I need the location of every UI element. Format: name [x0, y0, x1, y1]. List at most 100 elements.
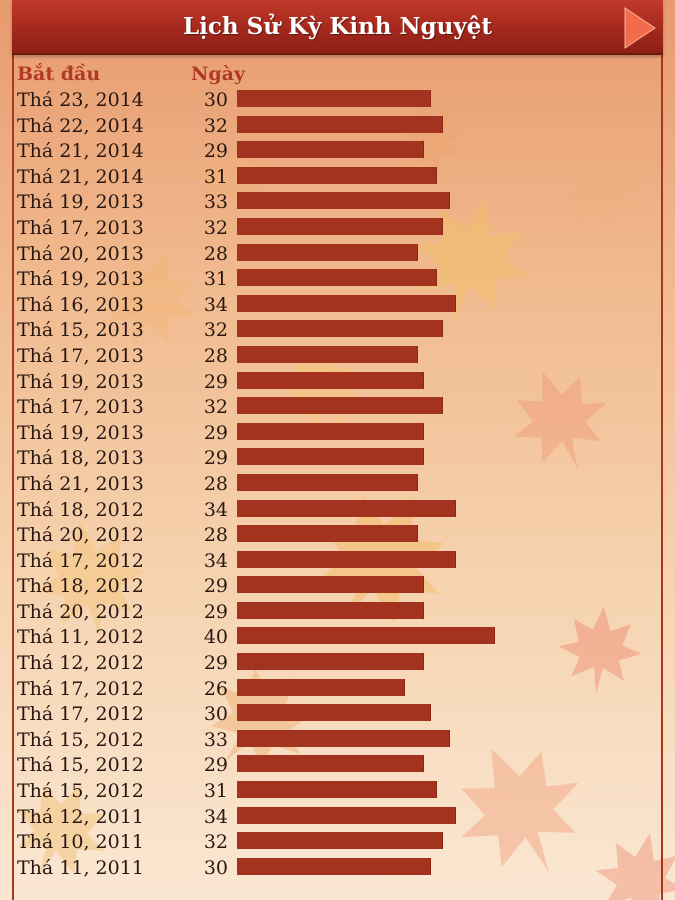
- cycle-days-value: 30: [203, 703, 228, 726]
- start-date-label: Thá 21, 2014: [17, 165, 144, 188]
- cycle-length-bar: [237, 141, 425, 159]
- cycle-length-bar: [237, 473, 418, 491]
- start-date-label: Thá 18, 2013: [17, 447, 144, 470]
- cycle-length-bar: [237, 627, 495, 645]
- cycle-days-value: 33: [203, 728, 228, 751]
- cycle-length-bar: [237, 704, 431, 722]
- column-header-days: Ngày: [191, 63, 246, 85]
- cycle-length-bar: [237, 269, 437, 287]
- table-row[interactable]: Thá 17, 2013 32: [0, 215, 675, 241]
- cycle-days-value: 34: [203, 549, 228, 572]
- table-row[interactable]: Thá 18, 2012 34: [0, 497, 675, 523]
- cycle-length-bar: [237, 243, 418, 261]
- table-row[interactable]: Thá 19, 2013 29: [0, 420, 675, 446]
- cycle-length-bar: [237, 781, 437, 799]
- cycle-days-value: 32: [203, 396, 228, 419]
- table-row[interactable]: Thá 21, 2013 28: [0, 471, 675, 497]
- start-date-label: Thá 11, 2011: [17, 856, 144, 879]
- cycle-days-value: 29: [203, 754, 228, 777]
- cycle-days-value: 29: [203, 600, 228, 623]
- table-row[interactable]: Thá 22, 2014 32: [0, 113, 675, 139]
- start-date-label: Thá 17, 2012: [17, 549, 144, 572]
- cycle-length-bar: [237, 448, 425, 466]
- table-row[interactable]: Thá 18, 2013 29: [0, 445, 675, 471]
- cycle-days-value: 33: [203, 191, 228, 214]
- table-row[interactable]: Thá 23, 2014 30: [0, 87, 675, 113]
- cycle-length-bar: [237, 371, 425, 389]
- table-row[interactable]: Thá 17, 2012 34: [0, 548, 675, 574]
- table-row[interactable]: Thá 10, 2011 32: [0, 829, 675, 855]
- cycle-length-bar: [237, 576, 425, 594]
- cycle-history-list: Thá 23, 2014 30 Thá 22, 2014 32 Thá 21, 2014…: [0, 87, 675, 880]
- cycle-length-bar: [237, 345, 418, 363]
- table-row[interactable]: Thá 17, 2013 28: [0, 343, 675, 369]
- start-date-label: Thá 19, 2013: [17, 191, 144, 214]
- cycle-days-value: 31: [203, 268, 228, 291]
- start-date-label: Thá 19, 2013: [17, 370, 144, 393]
- table-row[interactable]: Thá 20, 2012 28: [0, 522, 675, 548]
- start-date-label: Thá 20, 2012: [17, 524, 144, 547]
- table-row[interactable]: Thá 18, 2012 29: [0, 573, 675, 599]
- table-row[interactable]: Thá 15, 2013 32: [0, 317, 675, 343]
- start-date-label: Thá 15, 2012: [17, 728, 144, 751]
- page-title: Lịch Sử Kỳ Kinh Nguyệt: [183, 13, 492, 40]
- start-date-label: Thá 15, 2013: [17, 319, 144, 342]
- table-row[interactable]: Thá 21, 2014 29: [0, 138, 675, 164]
- table-row[interactable]: Thá 19, 2013 29: [0, 369, 675, 395]
- cycle-days-value: 34: [203, 498, 228, 521]
- table-row[interactable]: Thá 11, 2012 40: [0, 624, 675, 650]
- start-date-label: Thá 12, 2011: [17, 805, 144, 828]
- table-row[interactable]: Thá 17, 2012 26: [0, 676, 675, 702]
- cycle-days-value: 28: [203, 524, 228, 547]
- table-row[interactable]: Thá 12, 2011 34: [0, 804, 675, 830]
- cycle-length-bar: [237, 397, 444, 415]
- start-date-label: Thá 16, 2013: [17, 293, 144, 316]
- cycle-length-bar: [237, 653, 425, 671]
- cycle-days-value: 34: [203, 293, 228, 316]
- start-date-label: Thá 12, 2012: [17, 652, 144, 675]
- table-row[interactable]: Thá 19, 2013 33: [0, 189, 675, 215]
- left-frame-border: [12, 55, 14, 900]
- cycle-length-bar: [237, 320, 444, 338]
- cycle-length-bar: [237, 192, 450, 210]
- cycle-length-bar: [237, 166, 437, 184]
- table-row[interactable]: Thá 19, 2013 31: [0, 266, 675, 292]
- cycle-length-bar: [237, 832, 444, 850]
- cycle-length-bar: [237, 90, 431, 107]
- table-row[interactable]: Thá 20, 2012 29: [0, 599, 675, 625]
- table-row[interactable]: Thá 16, 2013 34: [0, 292, 675, 318]
- play-arrow-icon: [624, 7, 656, 49]
- table-row[interactable]: Thá 11, 2011 30: [0, 855, 675, 881]
- start-date-label: Thá 20, 2013: [17, 242, 144, 265]
- start-date-label: Thá 21, 2014: [17, 140, 144, 163]
- cycle-days-value: 29: [203, 140, 228, 163]
- cycle-days-value: 30: [203, 89, 228, 111]
- right-frame-border: [661, 55, 663, 900]
- table-row[interactable]: Thá 15, 2012 31: [0, 778, 675, 804]
- cycle-days-value: 29: [203, 652, 228, 675]
- table-row[interactable]: Thá 12, 2012 29: [0, 650, 675, 676]
- table-row[interactable]: Thá 17, 2012 30: [0, 701, 675, 727]
- cycle-length-bar: [237, 601, 425, 619]
- cycle-length-bar: [237, 678, 405, 696]
- start-date-label: Thá 15, 2012: [17, 780, 144, 803]
- start-date-label: Thá 18, 2012: [17, 498, 144, 521]
- table-row[interactable]: Thá 17, 2013 32: [0, 394, 675, 420]
- next-arrow-button[interactable]: [623, 6, 657, 50]
- table-row[interactable]: Thá 21, 2014 31: [0, 164, 675, 190]
- cycle-length-bar: [237, 115, 444, 133]
- table-row[interactable]: Thá 20, 2013 28: [0, 241, 675, 267]
- start-date-label: Thá 17, 2012: [17, 703, 144, 726]
- cycle-days-value: 30: [203, 856, 228, 879]
- cycle-days-value: 34: [203, 805, 228, 828]
- table-row[interactable]: Thá 15, 2012 33: [0, 727, 675, 753]
- cycle-length-bar: [237, 755, 425, 773]
- table-row[interactable]: Thá 15, 2012 29: [0, 752, 675, 778]
- start-date-label: Thá 10, 2011: [17, 831, 144, 854]
- start-date-label: Thá 11, 2012: [17, 626, 144, 649]
- cycle-days-value: 26: [203, 677, 228, 700]
- cycle-length-bar: [237, 422, 425, 440]
- cycle-length-bar: [237, 525, 418, 543]
- start-date-label: Thá 15, 2012: [17, 754, 144, 777]
- header-bar: Lịch Sử Kỳ Kinh Nguyệt: [12, 0, 663, 55]
